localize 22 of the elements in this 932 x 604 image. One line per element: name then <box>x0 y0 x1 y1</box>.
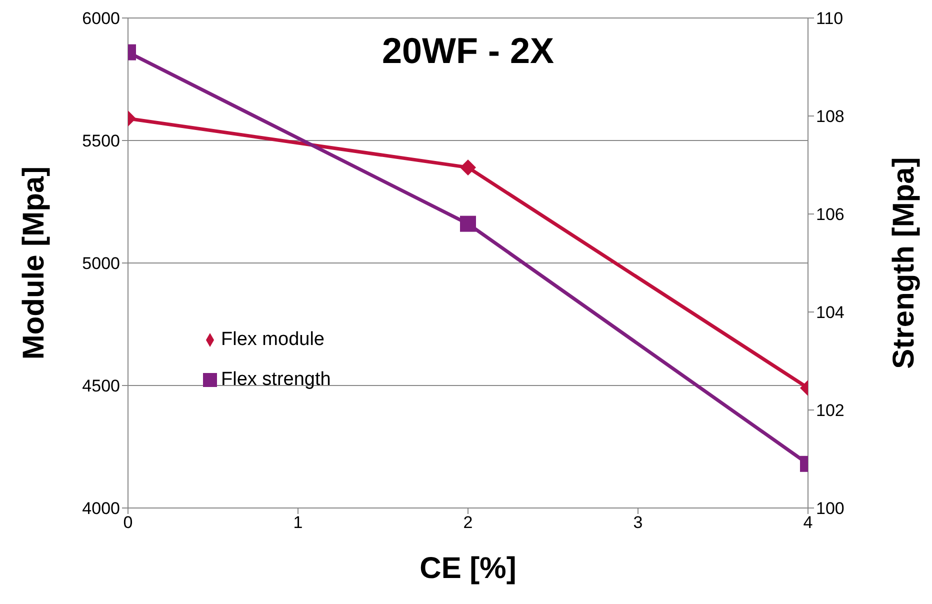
y-tick-label: 4500 <box>82 376 120 396</box>
x-tick-label: 4 <box>803 513 813 532</box>
x-tick-label: 2 <box>463 513 473 532</box>
y-axis-title: Module [Mpa] <box>18 166 51 360</box>
chart-title: 20WF - 2X <box>382 30 554 71</box>
y2-tick-label: 108 <box>816 107 844 126</box>
legend-label: Flex module <box>221 329 324 350</box>
y2-tick-label: 110 <box>816 9 844 28</box>
x-tick-label: 1 <box>293 513 303 532</box>
y2-tick-label: 102 <box>816 401 844 420</box>
y2-tick-label: 106 <box>816 205 844 224</box>
y2-axis-title: Strength [Mpa] <box>888 157 921 369</box>
y2-tick-label: 104 <box>816 303 844 322</box>
y-tick-label: 4000 <box>82 499 120 518</box>
x-tick-label: 3 <box>633 513 643 532</box>
y-tick-label: 5500 <box>82 132 120 151</box>
legend-label: Flex strength <box>221 369 331 390</box>
y2-tick-label: 100 <box>816 499 844 518</box>
x-axis-title: CE [%] <box>420 552 516 585</box>
x-tick-label: 0 <box>123 513 133 532</box>
y-tick-label: 5000 <box>82 254 120 274</box>
y-tick-label: 6000 <box>82 9 120 28</box>
